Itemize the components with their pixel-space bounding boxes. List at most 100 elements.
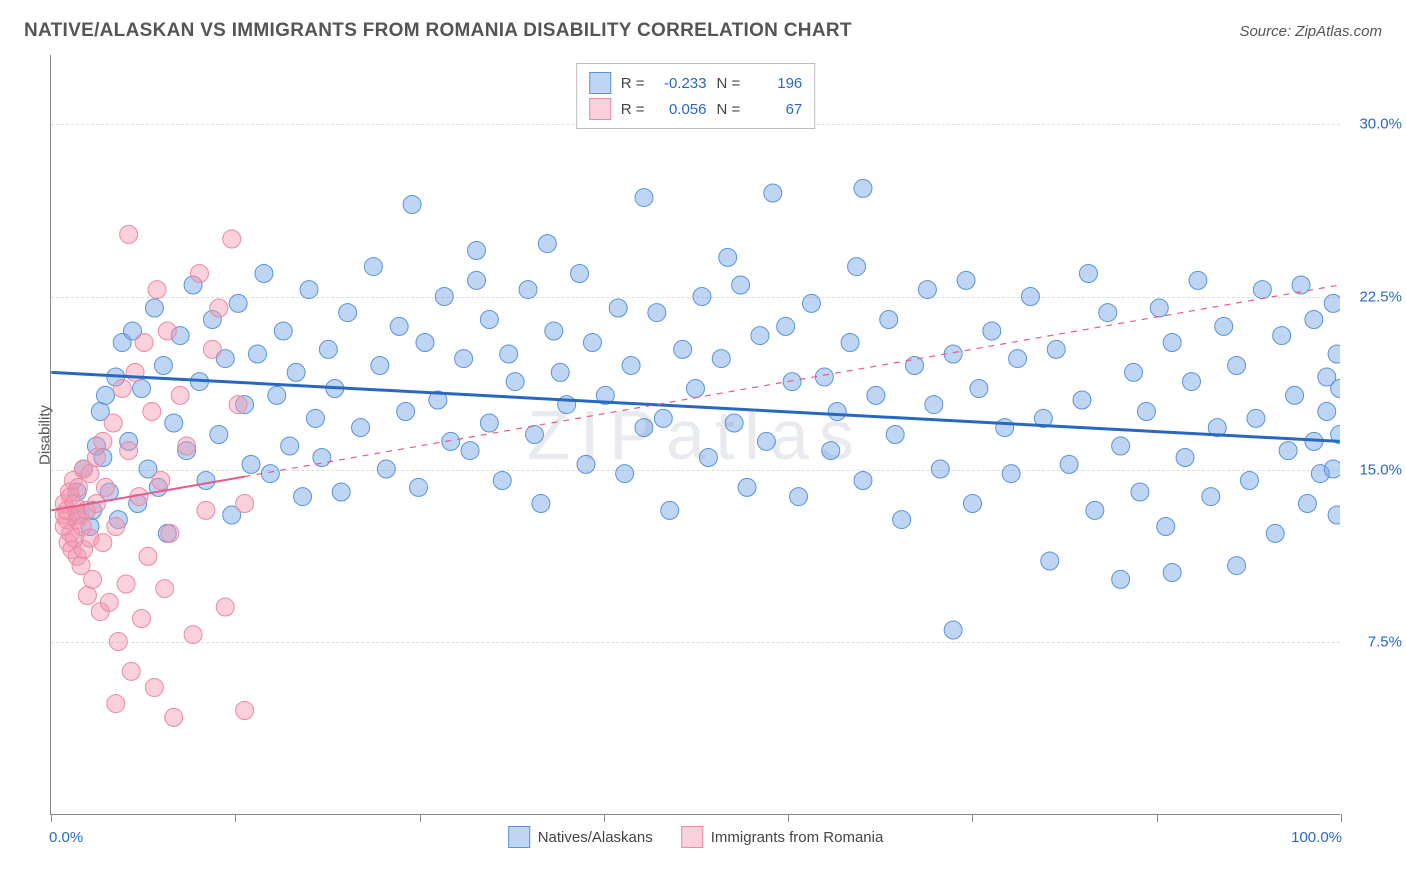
data-point-natives (248, 345, 266, 363)
data-point-natives (1202, 488, 1220, 506)
series-legend: Natives/Alaskans Immigrants from Romania (508, 826, 884, 848)
data-point-romania (100, 593, 118, 611)
data-point-natives (790, 488, 808, 506)
swatch-romania (589, 98, 611, 120)
data-point-romania (148, 281, 166, 299)
data-point-natives (1228, 357, 1246, 375)
data-point-natives (1163, 564, 1181, 582)
data-point-natives (480, 414, 498, 432)
chart-title: NATIVE/ALASKAN VS IMMIGRANTS FROM ROMANI… (24, 20, 852, 42)
data-point-natives (500, 345, 518, 363)
data-point-romania (135, 334, 153, 352)
data-point-natives (480, 311, 498, 329)
data-point-natives (538, 235, 556, 253)
n-label: N = (717, 75, 741, 92)
data-point-romania (84, 570, 102, 588)
scatter-svg (51, 55, 1340, 814)
legend-label-romania: Immigrants from Romania (711, 829, 884, 846)
data-point-natives (841, 334, 859, 352)
data-point-natives (133, 380, 151, 398)
data-point-natives (944, 621, 962, 639)
data-point-natives (1060, 455, 1078, 473)
data-point-natives (880, 311, 898, 329)
r-value-romania: 0.056 (655, 101, 707, 118)
data-point-romania (81, 465, 99, 483)
x-tick (51, 814, 52, 822)
data-point-natives (442, 432, 460, 450)
data-point-natives (828, 403, 846, 421)
y-tick-label: 30.0% (1359, 116, 1402, 133)
data-point-natives (751, 327, 769, 345)
data-point-natives (616, 465, 634, 483)
data-point-romania (104, 414, 122, 432)
data-point-natives (435, 288, 453, 306)
data-point-romania (165, 708, 183, 726)
data-point-romania (120, 442, 138, 460)
data-point-romania (156, 580, 174, 598)
data-point-natives (332, 483, 350, 501)
data-point-natives (287, 363, 305, 381)
data-point-natives (1150, 299, 1168, 317)
data-point-natives (970, 380, 988, 398)
data-point-natives (1318, 403, 1336, 421)
data-point-natives (1305, 311, 1323, 329)
data-point-natives (654, 409, 672, 427)
y-tick-label: 7.5% (1368, 634, 1402, 651)
data-point-natives (1273, 327, 1291, 345)
legend-item-natives: Natives/Alaskans (508, 826, 653, 848)
data-point-natives (1112, 570, 1130, 588)
data-point-natives (571, 265, 589, 283)
swatch-natives (508, 826, 530, 848)
data-point-natives (268, 386, 286, 404)
data-point-romania (229, 396, 247, 414)
data-point-natives (822, 442, 840, 460)
data-point-romania (171, 386, 189, 404)
data-point-natives (339, 304, 357, 322)
data-point-natives (306, 409, 324, 427)
data-point-natives (242, 455, 260, 473)
data-point-natives (732, 276, 750, 294)
data-point-natives (661, 501, 679, 519)
data-point-natives (1163, 334, 1181, 352)
data-point-natives (1266, 524, 1284, 542)
x-axis-max-label: 100.0% (1291, 829, 1342, 846)
data-point-natives (1041, 552, 1059, 570)
data-point-romania (107, 695, 125, 713)
data-point-romania (117, 575, 135, 593)
data-point-romania (94, 432, 112, 450)
data-point-natives (261, 465, 279, 483)
data-point-romania (133, 610, 151, 628)
data-point-natives (377, 460, 395, 478)
data-point-romania (236, 702, 254, 720)
data-point-natives (983, 322, 1001, 340)
data-point-natives (609, 299, 627, 317)
data-point-romania (113, 380, 131, 398)
data-point-natives (274, 322, 292, 340)
x-tick (788, 814, 789, 822)
swatch-natives (589, 72, 611, 94)
data-point-natives (1176, 449, 1194, 467)
data-point-natives (1189, 271, 1207, 289)
data-point-romania (94, 534, 112, 552)
data-point-natives (635, 419, 653, 437)
data-point-natives (648, 304, 666, 322)
correlation-legend: R = -0.233 N = 196 R = 0.056 N = 67 (576, 63, 816, 129)
data-point-natives (229, 294, 247, 312)
data-point-natives (525, 426, 543, 444)
n-label: N = (717, 101, 741, 118)
data-point-natives (1279, 442, 1297, 460)
data-point-romania (236, 495, 254, 513)
data-point-natives (532, 495, 550, 513)
legend-label-natives: Natives/Alaskans (538, 829, 653, 846)
n-value-natives: 196 (750, 75, 802, 92)
legend-row-romania: R = 0.056 N = 67 (589, 96, 803, 122)
data-point-natives (403, 196, 421, 214)
data-point-romania (210, 299, 228, 317)
data-point-natives (725, 414, 743, 432)
legend-item-romania: Immigrants from Romania (681, 826, 884, 848)
data-point-natives (281, 437, 299, 455)
x-axis-min-label: 0.0% (49, 829, 83, 846)
data-point-romania (107, 518, 125, 536)
data-point-natives (210, 426, 228, 444)
data-point-natives (738, 478, 756, 496)
